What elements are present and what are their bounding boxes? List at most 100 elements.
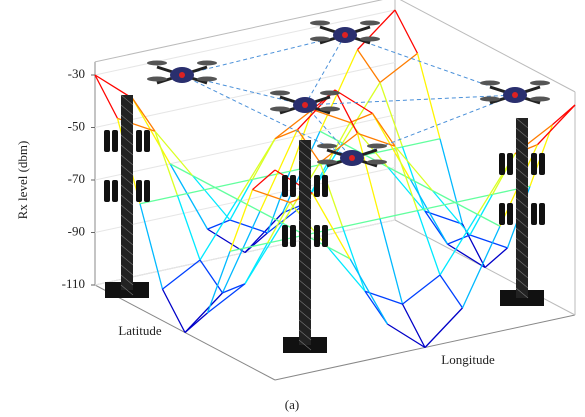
mesh-segment <box>155 131 178 195</box>
z-axis-label: Rx level (dbm) <box>15 141 30 220</box>
rotor <box>320 91 340 96</box>
rotor <box>147 77 167 82</box>
x-axis-label: Latitude <box>118 323 162 338</box>
rotor <box>530 81 550 86</box>
mesh-segment <box>380 211 418 219</box>
mesh-segment <box>440 139 463 224</box>
drone-light <box>302 102 308 108</box>
antenna <box>144 130 150 152</box>
rotor <box>197 61 217 66</box>
mesh-segment <box>200 260 223 293</box>
drone-light <box>179 72 185 78</box>
mesh-segment <box>425 308 463 348</box>
mesh-segment <box>193 176 216 188</box>
mesh-segment <box>343 227 366 291</box>
mesh-segment <box>433 191 456 203</box>
antenna <box>104 180 110 202</box>
antenna <box>144 180 150 202</box>
mesh-segment <box>470 194 493 235</box>
antenna <box>282 225 288 247</box>
mesh-segment <box>230 220 268 233</box>
mesh-segment <box>313 110 351 123</box>
antenna <box>290 225 296 247</box>
mesh-segment <box>215 188 238 200</box>
mesh-segment <box>343 219 381 227</box>
antenna <box>322 175 328 197</box>
tower-mast <box>121 95 133 290</box>
antenna <box>112 180 118 202</box>
antenna <box>290 175 296 197</box>
antenna <box>136 130 142 152</box>
tower-mast <box>516 118 528 298</box>
illustration <box>104 21 550 354</box>
mesh-segment <box>440 275 463 308</box>
mesh-segment <box>395 10 418 53</box>
drone-light <box>512 92 518 98</box>
mesh-segment <box>380 83 403 147</box>
antenna <box>539 153 545 175</box>
mesh-segment <box>380 53 418 82</box>
mesh-segment <box>185 313 208 333</box>
rotor <box>310 21 330 26</box>
mesh-segment <box>478 214 501 226</box>
antenna <box>136 180 142 202</box>
mesh-segment <box>328 247 366 291</box>
caption: (a) <box>285 397 299 412</box>
antenna <box>104 130 110 152</box>
antenna <box>112 130 118 152</box>
antenna <box>507 203 513 225</box>
rotor <box>480 81 500 86</box>
rotor <box>270 107 290 112</box>
rotor <box>360 37 380 42</box>
antenna <box>499 203 505 225</box>
figure: -30 -50 -70 -90 -110 Rx level (dbm) Latitude… <box>0 0 585 417</box>
mesh-segment <box>350 259 388 324</box>
rotor <box>320 107 340 112</box>
link <box>345 35 515 95</box>
z-tick-label: -50 <box>68 118 85 133</box>
z-tick-label: -30 <box>68 66 85 81</box>
mesh-segment <box>163 260 201 289</box>
rotor <box>270 91 290 96</box>
antenna <box>499 153 505 175</box>
mesh-segment <box>380 219 403 304</box>
mesh-segment <box>350 113 373 122</box>
box-edge <box>395 0 575 92</box>
rotor <box>317 160 337 165</box>
antenna <box>322 225 328 247</box>
antenna <box>314 175 320 197</box>
antenna <box>282 175 288 197</box>
mesh-segment <box>373 113 396 146</box>
mesh-segment <box>163 289 186 332</box>
y-axis-label: Longitude <box>441 352 495 367</box>
mesh-segment <box>418 211 441 275</box>
mesh-segment <box>538 105 576 145</box>
mesh-segment <box>208 220 231 229</box>
mesh-segment <box>418 53 441 138</box>
mesh-segment <box>155 131 193 175</box>
z-tick-label: -110 <box>62 276 85 291</box>
rotor <box>147 61 167 66</box>
link <box>352 95 515 158</box>
rotor <box>360 21 380 26</box>
tower-mast <box>299 140 311 345</box>
mesh-segment <box>388 167 426 211</box>
rotor <box>310 37 330 42</box>
mesh-segment <box>470 235 508 248</box>
mesh-segment <box>403 275 441 304</box>
mesh-segment <box>448 235 471 244</box>
z-tick-label: -70 <box>68 171 85 186</box>
rotor <box>317 144 337 149</box>
rotor <box>480 97 500 102</box>
antenna <box>507 153 513 175</box>
antenna <box>314 225 320 247</box>
mesh-segment <box>403 139 441 147</box>
rotor <box>367 160 387 165</box>
antenna <box>531 153 537 175</box>
z-tick-label: -90 <box>68 223 85 238</box>
mesh-segment <box>365 291 403 304</box>
mesh-segment <box>185 293 223 333</box>
rotor <box>197 77 217 82</box>
rotor <box>367 144 387 149</box>
mesh-segment <box>178 196 201 260</box>
